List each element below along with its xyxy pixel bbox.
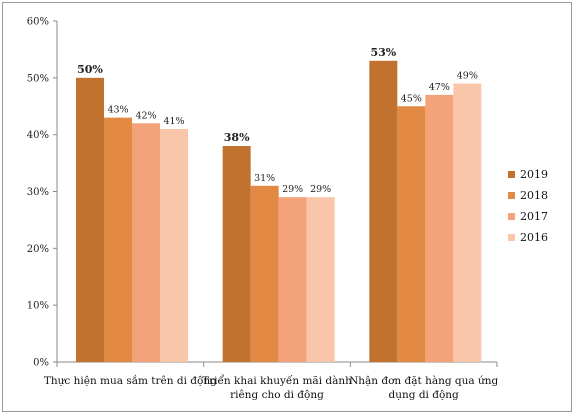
data-label: 41%: [163, 116, 184, 127]
bar-2019: [76, 77, 104, 362]
bar-2018: [250, 185, 279, 362]
y-tick-label: 50%: [27, 73, 49, 84]
bar-2019: [222, 146, 251, 362]
data-label: 43%: [107, 105, 128, 116]
data-label: 47%: [429, 82, 450, 93]
bar-chart: 0% 10% 20% 30% 40% 50% 60% 50% 43% 42% 41% Thực hiệ…: [27, 17, 548, 402]
bar-2016: [160, 128, 188, 362]
y-tick-label: 30%: [27, 187, 49, 198]
legend-label-2016: 2016: [520, 231, 548, 244]
legend-label-2017: 2017: [520, 210, 548, 223]
bar-2018: [397, 106, 426, 362]
bar-2016: [306, 197, 335, 362]
category-label: dụng di động: [389, 389, 460, 401]
chart-frame: 0% 10% 20% 30% 40% 50% 60% 50% 43% 42% 41% Thực hiệ…: [2, 2, 572, 412]
y-tick-label: 40%: [27, 130, 49, 141]
data-label: 53%: [370, 46, 396, 59]
data-label: 45%: [401, 93, 422, 104]
y-tick-label: 0%: [33, 358, 49, 369]
legend-label-2018: 2018: [520, 189, 548, 202]
data-label: 29%: [310, 184, 331, 195]
category-label: Nhận đơn đặt hàng qua ứng: [349, 375, 498, 387]
legend-swatch-2017: [508, 213, 515, 220]
data-label: 50%: [77, 63, 103, 76]
bar-2018: [104, 117, 132, 362]
category-label: Thực hiện mua sắm trên di động: [44, 374, 217, 387]
bar-2017: [278, 197, 307, 362]
legend-swatch-2016: [508, 234, 515, 241]
data-label: 29%: [282, 184, 303, 195]
bar-2016: [453, 83, 482, 363]
data-label: 31%: [254, 173, 275, 184]
y-tick-label: 10%: [27, 301, 49, 312]
data-label: 42%: [135, 110, 156, 121]
bar-2019: [369, 60, 398, 363]
bar-2017: [425, 94, 454, 362]
bar-2017: [132, 123, 160, 362]
legend-swatch-2019: [508, 171, 515, 178]
y-tick-label: 60%: [27, 17, 49, 28]
legend-swatch-2018: [508, 192, 515, 199]
category-label: Triển khai khuyến mãi dành: [202, 374, 352, 387]
legend-label-2019: 2019: [520, 168, 548, 181]
category-label: riêng cho di động: [230, 389, 324, 401]
data-label: 49%: [457, 71, 478, 82]
y-tick-label: 20%: [27, 244, 49, 255]
data-label: 38%: [224, 131, 250, 144]
